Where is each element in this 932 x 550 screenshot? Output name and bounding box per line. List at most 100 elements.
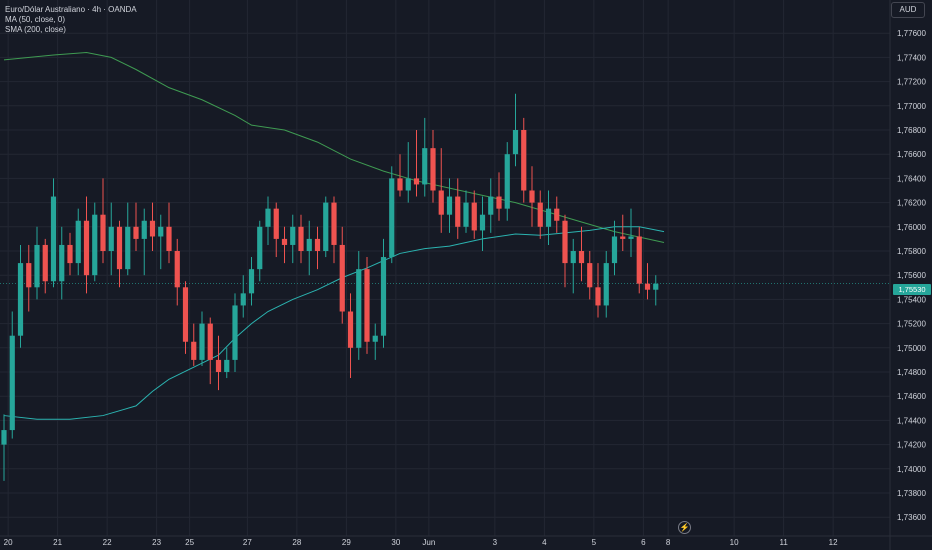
y-tick-label: 1,75600 [897,271,926,280]
candle[interactable] [240,275,246,318]
candle[interactable] [562,214,568,288]
candle[interactable] [653,275,659,306]
candle[interactable] [628,208,634,258]
candle[interactable] [331,196,337,264]
candle[interactable] [191,323,197,366]
candle-body [257,226,263,270]
candle[interactable] [512,93,519,167]
candle[interactable] [463,190,469,233]
candle[interactable] [446,178,453,233]
candle[interactable] [281,226,288,264]
candle[interactable] [158,214,164,270]
candle[interactable] [50,178,57,288]
candle[interactable] [199,311,205,366]
candle[interactable] [603,251,609,318]
candle[interactable] [339,226,345,324]
candle[interactable] [496,172,502,221]
candle[interactable] [100,178,106,264]
candle[interactable] [537,190,543,239]
x-tick-label: 25 [185,538,194,547]
candle[interactable] [182,281,189,354]
candle-body [108,226,114,251]
candle[interactable] [405,142,411,203]
candle[interactable] [17,244,24,348]
candle[interactable] [174,238,180,306]
candle[interactable] [356,251,362,360]
candle[interactable] [273,202,279,258]
legend-ma50[interactable]: MA (50, close, 0) [5,15,66,24]
currency-button[interactable]: AUD [891,2,925,18]
candle[interactable] [397,154,403,197]
candle[interactable] [620,214,626,251]
legend-sma200[interactable]: SMA (200, close) [5,25,66,34]
candle-body [50,196,57,282]
candle[interactable] [529,166,535,227]
candle[interactable] [488,178,494,233]
candle-body [9,335,15,431]
candle[interactable] [34,226,40,300]
candle[interactable] [595,263,601,318]
candle[interactable] [323,196,329,258]
candle[interactable] [364,257,370,354]
y-tick-label: 1,76200 [897,199,926,208]
candle[interactable] [636,226,642,294]
candle[interactable] [125,202,131,276]
candle[interactable] [298,214,304,264]
candle[interactable] [306,220,312,276]
candle[interactable] [455,178,461,239]
candle[interactable] [413,130,420,197]
candle[interactable] [554,196,560,233]
candle-body [248,269,255,294]
flash-icon[interactable]: ⚡ [678,521,691,534]
candle[interactable] [265,196,271,245]
candle[interactable] [389,166,395,264]
candle[interactable] [42,238,48,294]
candle[interactable] [133,202,139,251]
x-tick-label: 3 [493,538,498,547]
candle[interactable] [372,323,378,360]
candle[interactable] [578,226,585,282]
candle[interactable] [314,226,321,270]
candle[interactable] [149,202,156,251]
candle-body [545,208,552,227]
candle[interactable] [504,142,510,221]
y-tick-label: 1,74800 [897,368,926,377]
candle[interactable] [26,244,32,312]
candle[interactable] [75,208,81,276]
candle[interactable] [224,347,230,379]
candle[interactable] [166,202,172,264]
candle[interactable] [257,220,263,282]
candle[interactable] [471,190,477,239]
candle[interactable] [1,414,7,481]
candle[interactable] [92,202,98,282]
candle[interactable] [232,293,238,372]
candle[interactable] [83,196,90,294]
candle[interactable] [347,293,354,379]
candle-body [529,190,535,203]
candle[interactable] [422,117,428,197]
candle[interactable] [611,220,618,276]
candle[interactable] [108,202,114,276]
candle[interactable] [9,311,15,439]
candle[interactable] [59,226,65,300]
candle[interactable] [290,214,296,264]
candle[interactable] [570,238,576,294]
candle[interactable] [380,238,387,348]
candle[interactable] [545,190,552,245]
candle[interactable] [479,196,486,251]
candle[interactable] [215,335,222,391]
candle[interactable] [430,130,436,203]
legend-symbol[interactable]: Euro/Dólar Australiano · 4h · OANDA [5,5,137,14]
candle[interactable] [438,148,444,233]
candle[interactable] [116,220,123,288]
y-tick-label: 1,77000 [897,102,926,111]
candle[interactable] [67,232,73,276]
candle[interactable] [141,208,147,276]
candle[interactable] [248,257,255,306]
candle[interactable] [587,251,593,300]
candle[interactable] [207,317,213,385]
candle[interactable] [521,117,527,203]
candle[interactable] [644,263,651,300]
